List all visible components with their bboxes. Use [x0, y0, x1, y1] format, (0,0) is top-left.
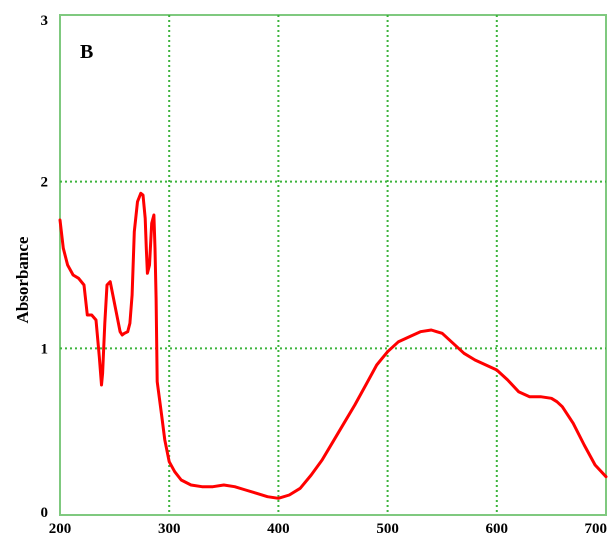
- y-tick-label: 1: [41, 341, 49, 357]
- panel-label: B: [80, 41, 93, 63]
- x-tick-label: 500: [376, 521, 399, 537]
- x-tick-label: 600: [486, 521, 509, 537]
- plot-frame: [59, 14, 607, 516]
- y-tick-labels: 0 1 2 3: [41, 13, 49, 521]
- y-tick-label: 0: [41, 505, 49, 521]
- series-layer: [58, 191, 608, 500]
- absorbance-line-series-0: [58, 191, 608, 500]
- x-tick-label: 200: [49, 521, 72, 537]
- x-tick-label: 400: [267, 521, 290, 537]
- gridlines: [60, 15, 606, 515]
- x-tick-label: 300: [158, 521, 181, 537]
- x-tick-labels: 200 300 400 500 600 700: [49, 521, 607, 537]
- y-tick-label: 2: [41, 175, 49, 191]
- x-tick-label: 700: [585, 521, 608, 537]
- y-tick-label: 3: [41, 13, 49, 29]
- y-axis-label: Absorbance: [13, 236, 32, 323]
